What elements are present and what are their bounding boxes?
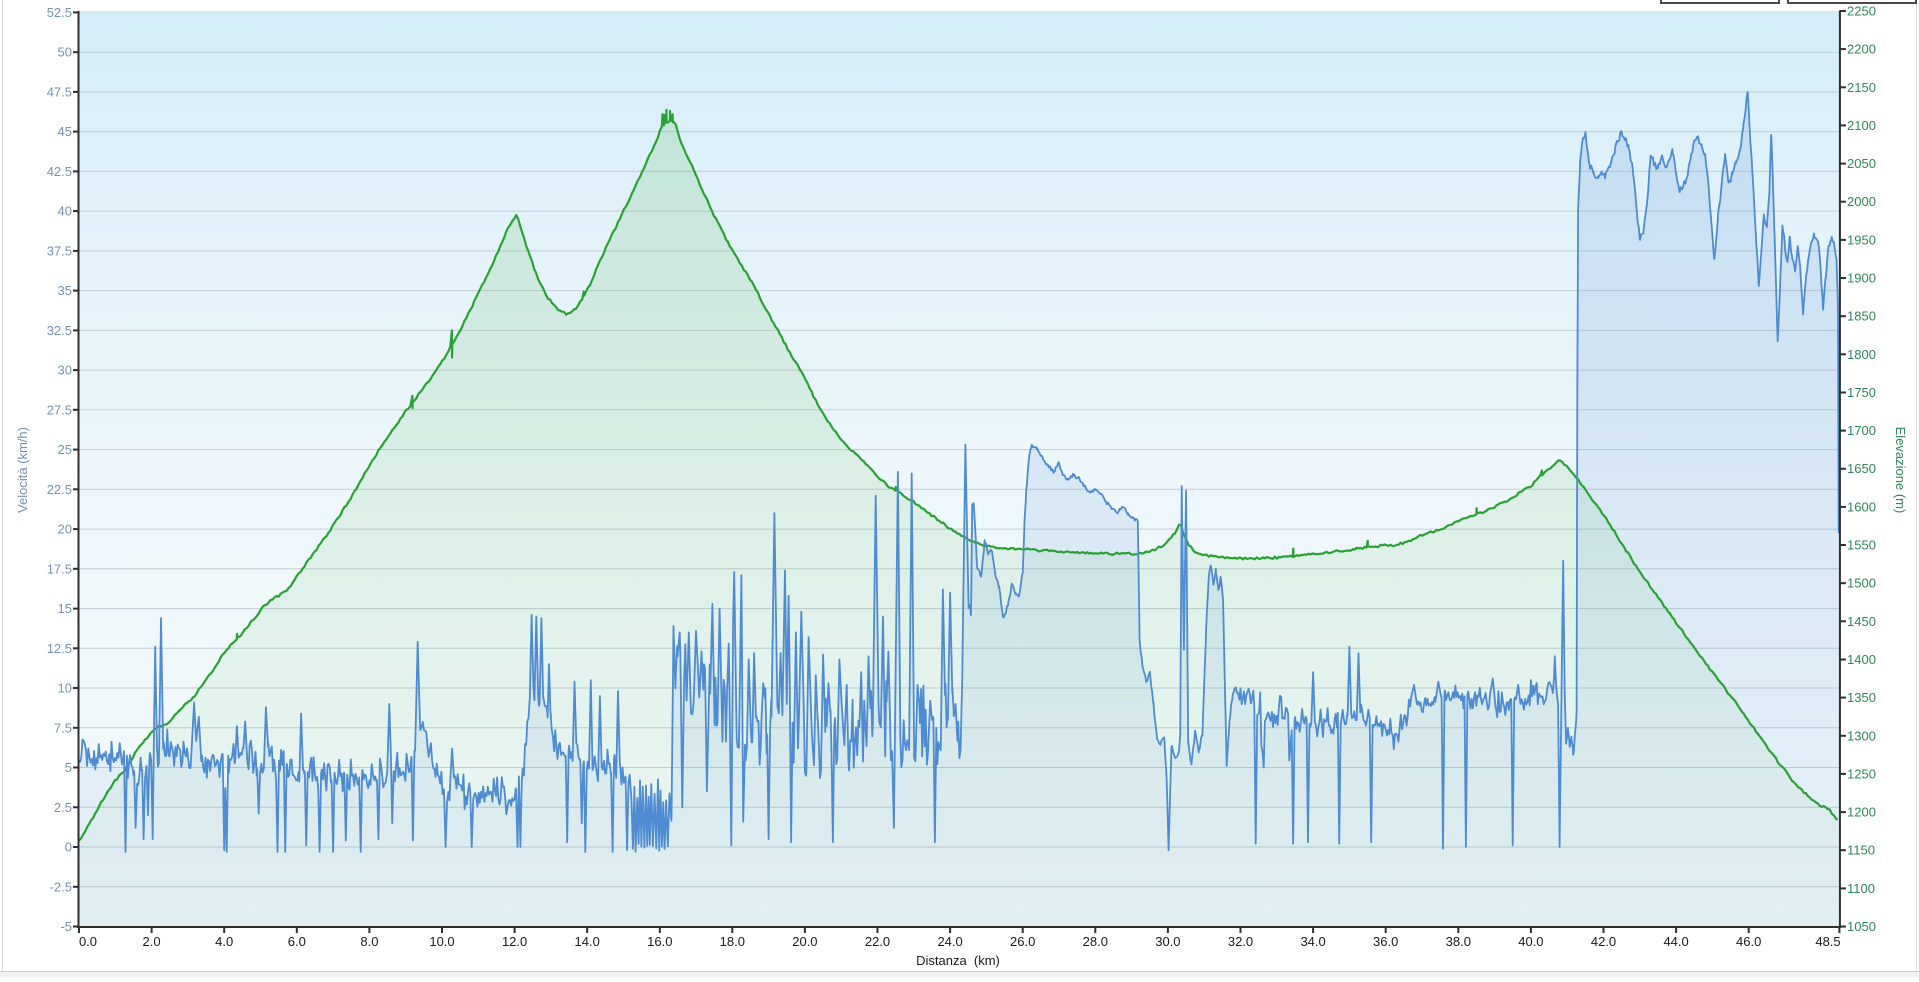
- svg-text:7.5: 7.5: [54, 720, 72, 735]
- svg-text:22.5: 22.5: [47, 482, 72, 497]
- svg-text:52.5: 52.5: [47, 5, 72, 20]
- svg-text:1750: 1750: [1847, 385, 1876, 400]
- svg-text:Distanza (km): Distanza (km): [916, 953, 1000, 968]
- svg-text:2.5: 2.5: [54, 800, 72, 815]
- svg-text:24.0: 24.0: [937, 934, 962, 949]
- svg-text:1350: 1350: [1847, 690, 1876, 705]
- svg-text:6.0: 6.0: [288, 934, 306, 949]
- svg-text:5: 5: [65, 760, 72, 775]
- svg-text:26.0: 26.0: [1010, 934, 1035, 949]
- svg-text:22.0: 22.0: [865, 934, 890, 949]
- svg-text:16.0: 16.0: [647, 934, 672, 949]
- svg-text:12.0: 12.0: [502, 934, 527, 949]
- svg-text:1250: 1250: [1847, 766, 1876, 781]
- svg-text:1900: 1900: [1847, 271, 1876, 286]
- svg-text:8.0: 8.0: [360, 934, 378, 949]
- svg-text:Elevazione (m): Elevazione (m): [1893, 427, 1908, 514]
- svg-text:1500: 1500: [1847, 576, 1876, 591]
- svg-text:40.0: 40.0: [1518, 934, 1543, 949]
- svg-text:34.0: 34.0: [1300, 934, 1325, 949]
- svg-text:42.5: 42.5: [47, 164, 72, 179]
- svg-text:42.0: 42.0: [1591, 934, 1616, 949]
- svg-text:1650: 1650: [1847, 461, 1876, 476]
- svg-text:10: 10: [58, 681, 72, 696]
- svg-text:1850: 1850: [1847, 309, 1876, 324]
- svg-text:40: 40: [58, 204, 72, 219]
- svg-text:35: 35: [58, 283, 72, 298]
- svg-text:12.5: 12.5: [47, 641, 72, 656]
- svg-text:37.5: 37.5: [47, 243, 72, 258]
- svg-text:38.0: 38.0: [1446, 934, 1471, 949]
- svg-text:30.0: 30.0: [1155, 934, 1180, 949]
- svg-text:32.5: 32.5: [47, 323, 72, 338]
- svg-text:2.0: 2.0: [143, 934, 161, 949]
- svg-text:4.0: 4.0: [215, 934, 233, 949]
- svg-text:1400: 1400: [1847, 652, 1876, 667]
- svg-text:36.0: 36.0: [1373, 934, 1398, 949]
- svg-text:32.0: 32.0: [1228, 934, 1253, 949]
- svg-text:17.5: 17.5: [47, 561, 72, 576]
- svg-text:1800: 1800: [1847, 347, 1876, 362]
- svg-text:2050: 2050: [1847, 156, 1876, 171]
- svg-text:1200: 1200: [1847, 805, 1876, 820]
- svg-text:2200: 2200: [1847, 42, 1876, 57]
- svg-text:30: 30: [58, 363, 72, 378]
- svg-text:20.0: 20.0: [792, 934, 817, 949]
- svg-text:20: 20: [58, 522, 72, 537]
- svg-text:2250: 2250: [1847, 4, 1876, 19]
- svg-text:1050: 1050: [1847, 919, 1876, 934]
- svg-text:25: 25: [58, 442, 72, 457]
- svg-text:44.0: 44.0: [1663, 934, 1688, 949]
- svg-text:2000: 2000: [1847, 194, 1876, 209]
- svg-text:1700: 1700: [1847, 423, 1876, 438]
- svg-text:1550: 1550: [1847, 538, 1876, 553]
- svg-text:2100: 2100: [1847, 118, 1876, 133]
- svg-text:15: 15: [58, 601, 72, 616]
- svg-text:45: 45: [58, 124, 72, 139]
- svg-text:1950: 1950: [1847, 232, 1876, 247]
- svg-text:14.0: 14.0: [575, 934, 600, 949]
- svg-text:10.0: 10.0: [429, 934, 454, 949]
- svg-text:48.5: 48.5: [1815, 934, 1840, 949]
- svg-text:Velocità (km/h): Velocità (km/h): [15, 427, 30, 513]
- svg-text:47.5: 47.5: [47, 84, 72, 99]
- svg-text:1600: 1600: [1847, 499, 1876, 514]
- svg-text:-2.5: -2.5: [50, 879, 72, 894]
- svg-text:27.5: 27.5: [47, 402, 72, 417]
- svg-text:-5: -5: [60, 919, 72, 934]
- svg-text:1300: 1300: [1847, 728, 1876, 743]
- svg-text:18.0: 18.0: [720, 934, 745, 949]
- svg-text:28.0: 28.0: [1083, 934, 1108, 949]
- svg-text:1150: 1150: [1847, 843, 1875, 858]
- svg-text:2150: 2150: [1847, 80, 1876, 95]
- svg-text:1450: 1450: [1847, 614, 1876, 629]
- svg-text:46.0: 46.0: [1736, 934, 1761, 949]
- svg-text:50: 50: [58, 45, 72, 60]
- svg-text:0.0: 0.0: [79, 934, 97, 949]
- svg-text:0: 0: [65, 840, 72, 855]
- svg-text:1100: 1100: [1847, 881, 1875, 896]
